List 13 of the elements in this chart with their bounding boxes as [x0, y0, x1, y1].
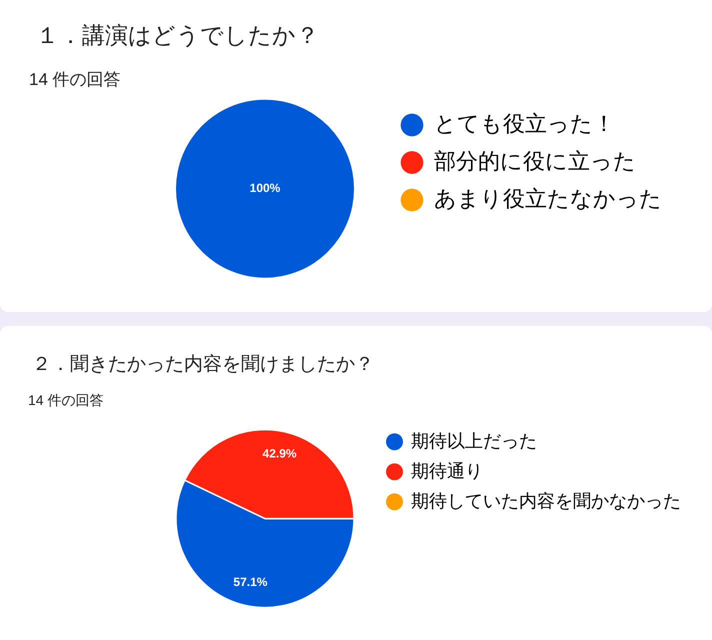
legend-label: あまり役立たなかった [434, 186, 662, 212]
chart-title: ２．聞きたかった内容を聞けましたか？ [32, 352, 374, 376]
data-label: 57.1% [233, 575, 268, 590]
chart-title: １．講演はどうでしたか？ [36, 21, 319, 50]
chart-subtitle: 14 件の回答 [28, 390, 104, 408]
legend-label: 期待以上だった [411, 430, 537, 451]
legend-label: 部分的に役に立った [434, 148, 636, 174]
data-label: 100% [250, 181, 281, 196]
legend-label: とても役立った！ [434, 111, 615, 136]
chart-subtitle: 14 件の回答 [29, 68, 121, 90]
data-label: 42.9% [262, 446, 297, 461]
legend-label: 期待していた内容を聞かなかった [411, 490, 681, 511]
legend-label: 期待通り [411, 460, 483, 481]
